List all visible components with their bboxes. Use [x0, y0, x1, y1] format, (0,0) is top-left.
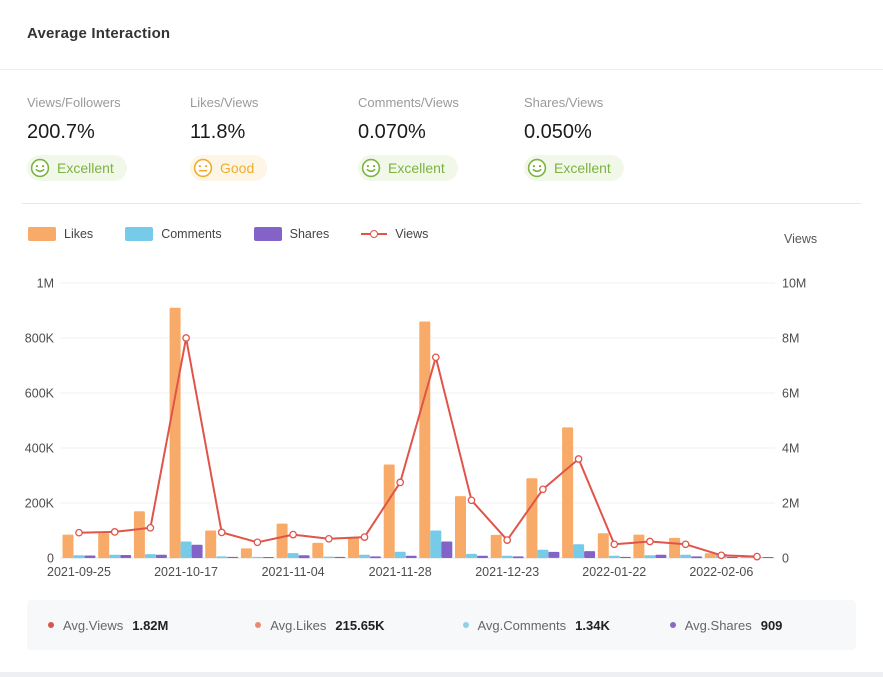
interaction-chart[interactable]: 0 200K 400K 600K 800K 1M 0 2M 4M 6M 8M 10M 2021-09-2… [0, 265, 883, 590]
comments-bars[interactable] [73, 530, 763, 559]
svg-text:8M: 8M [782, 332, 799, 346]
avg-value: 909 [760, 617, 783, 633]
left-axis-ticks: 0 200K 400K 600K 800K 1M [25, 277, 55, 566]
smiley-face-icon [30, 158, 50, 178]
avg-label: Avg.Shares [684, 617, 752, 633]
svg-text:0: 0 [782, 552, 789, 566]
avg-label: Avg.Likes [270, 617, 327, 633]
svg-text:800K: 800K [25, 332, 55, 346]
right-axis-ticks: 0 2M 4M 6M 8M 10M [782, 277, 806, 566]
avg-likes-item: Avg.Likes 215.65K [234, 618, 441, 633]
x-axis-labels: 2021-09-25 2021-10-17 2021-11-04 2021-11-28… [47, 565, 753, 579]
legend-label: Views [395, 227, 429, 241]
legend-item-comments[interactable]: Comments [125, 227, 222, 241]
likes-bars[interactable] [62, 307, 752, 559]
metric-label: Comments/Views [358, 95, 459, 110]
likes-swatch-icon [28, 227, 56, 241]
rating-badge: Excellent [524, 155, 624, 181]
avg-label: Avg.Comments [477, 617, 567, 633]
svg-text:2M: 2M [782, 497, 799, 511]
svg-text:2022-01-22: 2022-01-22 [582, 565, 646, 579]
page-title: Average Interaction [27, 25, 171, 42]
svg-text:2021-10-17: 2021-10-17 [154, 565, 218, 579]
svg-text:200K: 200K [25, 497, 55, 511]
svg-text:2021-09-25: 2021-09-25 [47, 565, 111, 579]
chart-legend: Likes Comments Shares Views [28, 227, 428, 241]
avg-views-dot-icon [48, 622, 54, 628]
metric-value: 11.8% [190, 121, 246, 143]
averages-summary-bar: Avg.Views 1.82M Avg.Likes 215.65K Avg.Co… [27, 600, 856, 650]
rating-badge: Excellent [358, 155, 458, 181]
avg-comments-item: Avg.Comments 1.34K [442, 618, 649, 633]
views-line[interactable] [78, 337, 758, 558]
legend-label: Likes [64, 227, 94, 241]
metric-likes-views: Likes/Views 11.8% Good [190, 95, 268, 183]
legend-item-views[interactable]: Views [361, 227, 428, 241]
svg-text:2022-02-06: 2022-02-06 [689, 565, 753, 579]
metric-label: Likes/Views [190, 95, 259, 110]
avg-value: 215.65K [335, 617, 385, 633]
metric-value: 0.070% [358, 121, 426, 143]
svg-text:1M: 1M [37, 277, 54, 291]
avg-comments-dot-icon [462, 622, 469, 628]
rating-text: Excellent [554, 160, 611, 176]
views-line-markers[interactable] [75, 334, 761, 561]
svg-text:6M: 6M [782, 387, 799, 401]
right-axis-title: Views [784, 232, 818, 246]
rating-text: Excellent [388, 160, 445, 176]
metric-shares-views: Shares/Views 0.050% Excellent [524, 95, 624, 183]
avg-value: 1.82M [132, 617, 169, 633]
svg-text:0: 0 [47, 552, 54, 566]
legend-label: Shares [289, 227, 330, 241]
metric-label: Views/Followers [27, 95, 121, 110]
metric-views-followers: Views/Followers 200.7% Excellent [27, 95, 127, 183]
legend-item-shares[interactable]: Shares [253, 227, 330, 241]
views-line-marker-icon [361, 233, 388, 235]
rating-badge: Good [190, 155, 268, 181]
avg-likes-dot-icon [255, 622, 262, 628]
metric-comments-views: Comments/Views 0.070% Excellent [358, 95, 459, 183]
header-divider [0, 69, 883, 70]
svg-text:10M: 10M [782, 277, 806, 291]
avg-shares-item: Avg.Shares 909 [649, 618, 856, 633]
metric-label: Shares/Views [524, 95, 604, 110]
metric-value: 200.7% [27, 121, 95, 143]
svg-text:600K: 600K [25, 387, 55, 401]
svg-text:2021-12-23: 2021-12-23 [475, 565, 539, 579]
rating-text: Good [220, 160, 255, 176]
next-section-edge [0, 672, 883, 677]
neutral-face-icon [193, 158, 213, 178]
metric-value: 0.050% [524, 121, 592, 143]
smiley-face-icon [527, 158, 547, 178]
avg-label: Avg.Views [63, 617, 124, 633]
svg-text:2021-11-04: 2021-11-04 [262, 565, 325, 579]
svg-text:2021-11-28: 2021-11-28 [369, 565, 432, 579]
avg-shares-dot-icon [669, 622, 676, 628]
shares-bars[interactable] [84, 541, 774, 559]
smiley-face-icon [361, 158, 381, 178]
rating-text: Excellent [57, 160, 114, 176]
svg-text:4M: 4M [782, 442, 799, 456]
svg-text:400K: 400K [25, 442, 55, 456]
comments-swatch-icon [125, 227, 154, 241]
rating-badge: Excellent [27, 155, 127, 181]
avg-value: 1.34K [575, 617, 610, 633]
avg-views-item: Avg.Views 1.82M [27, 618, 234, 633]
section-divider [22, 203, 861, 204]
shares-swatch-icon [253, 227, 282, 241]
legend-item-likes[interactable]: Likes [28, 227, 93, 241]
legend-label: Comments [161, 227, 222, 241]
